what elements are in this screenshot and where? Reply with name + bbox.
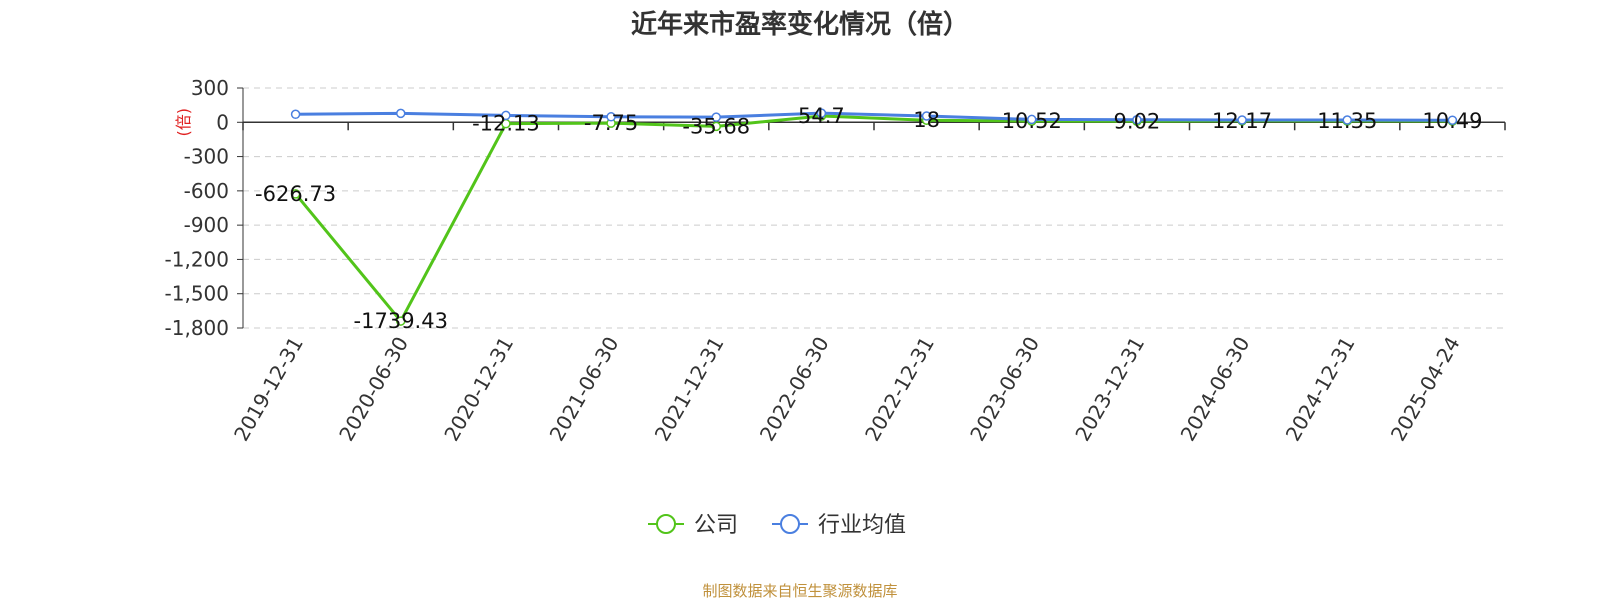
data-label: 9.02 <box>1114 109 1161 133</box>
data-point <box>711 121 721 132</box>
x-tick-label: 2022-06-30 <box>755 333 834 446</box>
x-tick-label: 2023-06-30 <box>965 333 1044 446</box>
data-label: 18 <box>913 108 940 132</box>
data-label: 54.7 <box>798 104 845 128</box>
data-label: -35.68 <box>682 114 750 138</box>
legend-label: 行业均值 <box>818 513 906 538</box>
data-label: 11.35 <box>1317 109 1377 133</box>
data-label-layer: -626.73 -1739.43 -12.13 -7.75 -35.68 54.7 18 10… <box>255 104 1482 333</box>
legend-item-0: 公司 <box>648 513 738 538</box>
series-layer <box>290 108 1458 326</box>
data-point <box>1237 115 1247 125</box>
y-tick-label: -900 <box>184 213 229 237</box>
x-tick-label: 2023-12-31 <box>1070 333 1149 446</box>
data-point <box>921 111 932 121</box>
x-tick-label: 2021-12-31 <box>650 333 729 446</box>
axis-layer: 300 0 -300 -600 -900 -1,200 -1,500 -1,800 (倍) 201… <box>165 76 1506 446</box>
data-point <box>1342 115 1352 125</box>
data-point <box>1132 115 1142 125</box>
legend-marker <box>780 514 800 534</box>
legend: 公司 行业均值 <box>648 513 906 538</box>
y-tick-label: -1,800 <box>165 316 229 340</box>
x-tick-label: 2020-12-31 <box>439 333 518 446</box>
legend-label: 公司 <box>694 513 738 538</box>
x-tick-label: 2022-12-31 <box>860 333 939 446</box>
y-tick-label: 300 <box>191 76 229 100</box>
data-label: -1739.43 <box>354 309 448 333</box>
data-point <box>501 110 511 121</box>
chart-title: 近年来市盈率变化情况（倍） <box>630 10 969 40</box>
y-tick-label: -300 <box>184 145 229 169</box>
legend-item-1: 行业均值 <box>772 513 906 538</box>
series-line-0 <box>294 114 1453 323</box>
data-point <box>396 108 406 119</box>
x-tick-label: 2020-06-30 <box>334 333 413 446</box>
x-tick-label: 2024-06-30 <box>1176 333 1255 446</box>
data-point <box>290 189 301 199</box>
data-label: -7.75 <box>584 111 638 135</box>
x-tick-label: 2025-04-24 <box>1386 333 1465 446</box>
x-tick-label: 2019-12-31 <box>229 333 308 446</box>
data-point <box>606 112 616 122</box>
data-label: -626.73 <box>255 182 336 206</box>
data-point <box>396 316 406 326</box>
y-tick-label: -600 <box>184 179 229 203</box>
data-label: -12.13 <box>472 112 540 136</box>
series-line-1 <box>295 111 1453 122</box>
y-axis-label: (倍) <box>174 108 193 136</box>
x-tick-label: 2024-12-31 <box>1281 333 1360 446</box>
data-point <box>1447 115 1458 125</box>
legend-marker <box>656 514 676 534</box>
y-tick-label: -1,500 <box>165 282 229 306</box>
data-point <box>290 109 301 120</box>
source-note: 制图数据来自恒生聚源数据库 <box>702 582 898 600</box>
data-label: 10.49 <box>1422 109 1482 133</box>
data-point <box>711 112 721 122</box>
data-label: 10.52 <box>1002 109 1062 133</box>
y-tick-label: 0 <box>216 110 229 134</box>
y-tick-label: -1,200 <box>165 247 229 271</box>
data-point <box>1027 114 1037 125</box>
data-label: 12.17 <box>1212 109 1272 133</box>
data-point <box>816 108 827 118</box>
x-tick-label: 2021-06-30 <box>545 333 624 446</box>
